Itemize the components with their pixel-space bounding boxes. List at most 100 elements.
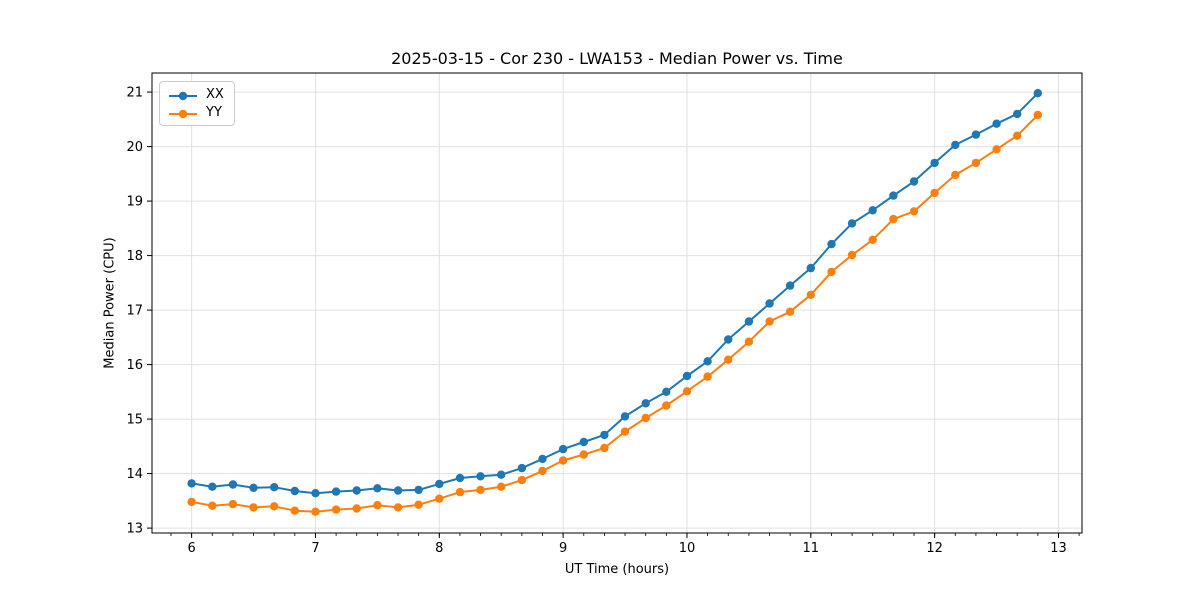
data-point [765,299,774,308]
data-point [435,479,444,489]
data-point [435,494,444,503]
data-point [641,413,650,423]
data-point [620,412,630,421]
data-point [682,371,692,381]
data-point [682,387,692,396]
data-point [538,466,547,476]
data-point [951,140,960,150]
data-point [724,355,733,364]
data-point [517,475,527,485]
data-point [414,485,423,495]
data-point [579,437,588,447]
axis-ticks [147,91,1059,538]
x-tick-label: 10 [679,541,696,556]
data-point [270,483,279,492]
data-point [971,130,981,139]
data-point [703,372,712,381]
series-line-yy [190,114,1039,513]
data-point [187,497,196,507]
data-point [187,479,196,488]
chart-title: 2025-03-15 - Cor 230 - LWA153 - Median P… [391,49,843,68]
data-point [290,506,299,515]
data-point [579,450,588,459]
data-point [1033,89,1043,98]
data-point [558,456,568,465]
data-point [558,444,568,454]
y-axis-label: Median Power (CPU) [102,237,118,369]
x-tick-label: 12 [926,541,943,556]
series-markers-yy [187,110,1043,516]
data-point [311,489,320,498]
series-line-xx [190,92,1039,495]
x-axis-label: UT Time (hours) [564,562,670,577]
data-point [393,486,403,495]
data-point [909,207,919,216]
data-point [331,505,341,514]
x-tick-label: 7 [311,541,319,556]
data-point [352,486,361,495]
x-tick-label: 11 [803,541,820,556]
x-tick-label: 13 [1050,541,1067,556]
data-point [971,158,981,168]
x-tick-label: 9 [559,541,567,556]
data-point [497,482,506,491]
data-point [476,472,485,481]
data-point [827,239,836,249]
data-point [311,507,320,516]
data-point [724,335,733,344]
data-point [600,443,609,453]
data-point [249,483,258,492]
data-point [270,502,279,511]
y-tick-label: 16 [126,358,143,373]
data-point [600,430,609,440]
data-point [352,504,361,513]
data-point [744,317,754,326]
data-point [847,250,857,260]
data-point [889,214,898,224]
data-point [765,317,774,326]
data-point [228,499,238,509]
data-point [414,500,423,509]
data-point [455,487,465,497]
data-point [476,485,485,495]
legend: XX YY [159,81,235,126]
data-point [806,290,815,299]
y-tick-label: 18 [126,249,143,264]
y-tick-label: 17 [126,304,143,319]
axes-spines [151,72,1083,534]
data-point [373,484,382,493]
data-point [868,206,877,215]
data-point [641,399,650,408]
data-point [868,235,877,244]
data-point [889,191,898,200]
legend-item-xx: XX [168,87,224,102]
data-point [249,503,258,512]
y-tick-label: 19 [126,195,143,210]
data-point [827,267,836,277]
data-point [331,487,341,496]
data-point [951,170,960,180]
data-point [930,188,939,198]
gridlines [152,73,1082,533]
legend-item-yy: YY [168,105,224,120]
legend-sample-line-xx [168,88,198,102]
series-markers-xx [187,89,1043,498]
y-tick-label: 20 [126,140,143,155]
y-tick-label: 15 [126,413,143,428]
data-point [909,177,919,186]
data-point [208,501,217,510]
data-point [703,357,712,366]
data-point [662,401,671,410]
y-tick-label: 14 [126,467,143,482]
data-point [992,119,1001,128]
y-tick-label: 13 [126,522,143,537]
data-point [455,473,465,483]
legend-label-yy: YY [206,105,222,120]
data-point [208,482,217,491]
data-point [290,486,299,496]
data-point [992,145,1001,154]
data-point [517,463,527,473]
data-point [373,501,382,510]
